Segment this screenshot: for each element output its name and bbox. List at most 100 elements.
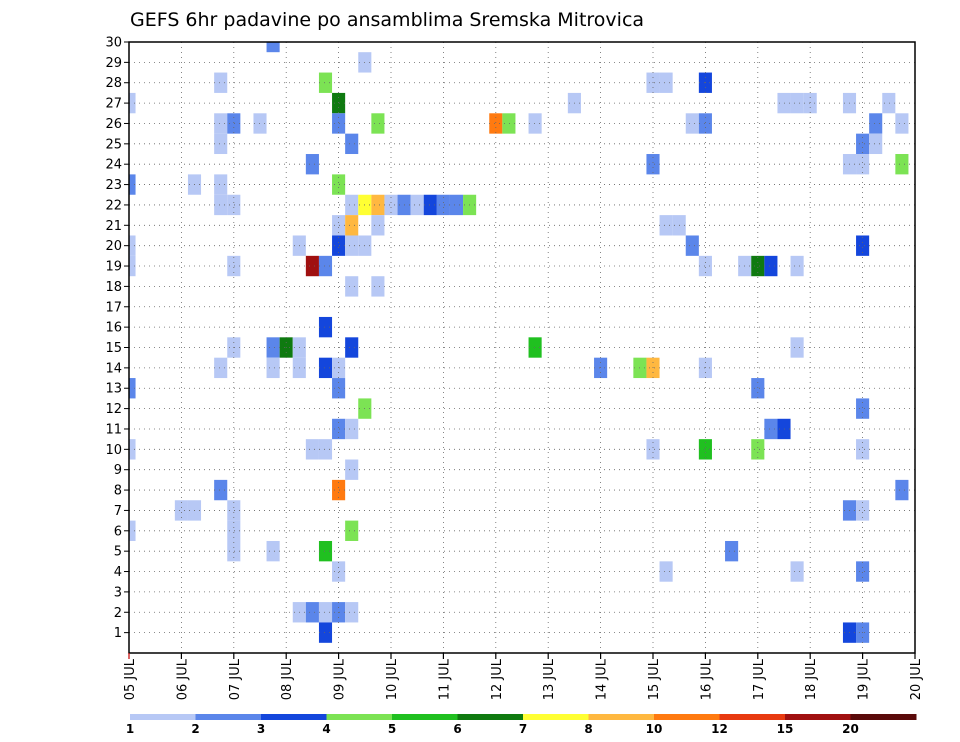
x-tick-label: 08 JUL bbox=[280, 658, 295, 700]
heatmap-cell bbox=[751, 439, 765, 460]
heatmap-cell bbox=[685, 235, 699, 256]
heatmap-cell bbox=[227, 500, 241, 521]
heatmap-cell bbox=[332, 92, 346, 114]
heatmap-cell bbox=[698, 439, 712, 460]
heatmap-cell bbox=[332, 479, 346, 501]
heatmap-cell bbox=[332, 561, 346, 582]
heatmap-cell bbox=[129, 255, 136, 277]
x-tick-label: 17 JUL bbox=[752, 658, 767, 700]
heatmap-cell bbox=[869, 113, 883, 134]
colorbar-swatch bbox=[457, 714, 524, 720]
heatmap-cells bbox=[129, 42, 909, 643]
heatmap-cell bbox=[214, 357, 228, 379]
colorbar-legend: 1 2 3 4 5 6 7 8 10 12 15 20 bbox=[126, 714, 917, 736]
heatmap-cell bbox=[332, 235, 346, 256]
heatmap-cell bbox=[227, 520, 241, 541]
heatmap-cell bbox=[659, 72, 673, 93]
heatmap-cell bbox=[436, 194, 450, 216]
y-tick-label: 24 bbox=[105, 158, 122, 173]
colorbar-swatch bbox=[588, 714, 655, 720]
heatmap-cell bbox=[129, 235, 136, 256]
heatmap-cell bbox=[882, 92, 896, 114]
heatmap-cell bbox=[345, 133, 359, 155]
y-tick-label: 5 bbox=[114, 545, 122, 560]
heatmap-cell bbox=[345, 215, 359, 236]
y-tick-label: 14 bbox=[105, 361, 122, 376]
y-tick-label: 26 bbox=[105, 117, 122, 132]
chart-title: GEFS 6hr padavine po ansamblima Sremska … bbox=[130, 9, 644, 31]
heatmap-cell bbox=[371, 194, 385, 216]
y-tick-label: 16 bbox=[105, 321, 122, 336]
colorbar-tick-label: 6 bbox=[453, 722, 461, 736]
heatmap-cell bbox=[129, 520, 136, 541]
heatmap-cell bbox=[318, 316, 333, 338]
heatmap-cell bbox=[266, 357, 280, 379]
heatmap-cell bbox=[227, 255, 241, 277]
heatmap-cell bbox=[214, 72, 228, 93]
heatmap-cell bbox=[423, 194, 437, 216]
y-tick-label: 11 bbox=[105, 422, 122, 437]
heatmap-cell bbox=[129, 378, 136, 399]
heatmap-cell bbox=[174, 500, 188, 521]
x-tick-label: 09 JUL bbox=[333, 658, 348, 700]
y-tick-label: 12 bbox=[105, 402, 122, 417]
heatmap-cell bbox=[345, 520, 359, 541]
heatmap-cell bbox=[646, 154, 660, 175]
heatmap-cell bbox=[227, 194, 241, 216]
y-tick-label: 10 bbox=[105, 443, 122, 458]
heatmap-cell bbox=[345, 418, 359, 440]
heatmap-cell bbox=[129, 92, 136, 114]
heatmap-cell bbox=[869, 133, 883, 155]
heatmap-cell bbox=[895, 154, 909, 175]
heatmap-cell bbox=[214, 174, 228, 195]
x-tick-label: 12 JUL bbox=[490, 658, 505, 700]
heatmap-cell bbox=[345, 194, 359, 216]
heatmap-cell bbox=[214, 479, 228, 501]
heatmap-cell bbox=[345, 276, 359, 297]
colorbar-tick-label: 10 bbox=[646, 722, 663, 736]
y-tick-label: 4 bbox=[114, 565, 122, 580]
heatmap-cell bbox=[895, 479, 909, 501]
heatmap-cell bbox=[764, 255, 778, 277]
x-tick-label: 05 JUL bbox=[123, 658, 138, 700]
heatmap-cell bbox=[266, 42, 280, 53]
heatmap-cell bbox=[371, 215, 385, 236]
heatmap-cell bbox=[318, 622, 333, 643]
heatmap-cell bbox=[129, 439, 136, 460]
x-tick-label: 07 JUL bbox=[228, 658, 243, 700]
heatmap-cell bbox=[227, 113, 241, 134]
heatmap-cell bbox=[449, 194, 464, 216]
colorbar-swatch bbox=[261, 714, 327, 720]
heatmap-cell bbox=[895, 113, 909, 134]
heatmap-cell bbox=[214, 133, 228, 155]
y-tick-label: 17 bbox=[105, 300, 122, 315]
colorbar-tick-label: 4 bbox=[322, 722, 330, 736]
y-tick-label: 18 bbox=[105, 280, 122, 295]
grid-lines bbox=[129, 42, 915, 653]
heatmap-cell bbox=[305, 154, 319, 175]
heatmap-cell bbox=[371, 276, 385, 297]
y-tick-label: 29 bbox=[105, 56, 122, 71]
heatmap-cell bbox=[318, 357, 333, 379]
heatmap-cell bbox=[129, 174, 136, 195]
y-tick-label: 1 bbox=[114, 626, 122, 641]
heatmap-cell bbox=[305, 255, 319, 277]
heatmap-cell bbox=[266, 540, 280, 562]
colorbar-tick-label: 7 bbox=[519, 722, 527, 736]
colorbar-tick-label: 20 bbox=[842, 722, 859, 736]
y-tick-label: 9 bbox=[114, 463, 122, 478]
heatmap-cell bbox=[790, 561, 804, 582]
heatmap-cell bbox=[489, 113, 503, 134]
colorbar-swatch bbox=[130, 714, 196, 720]
x-tick-label: 13 JUL bbox=[542, 658, 557, 700]
y-tick-label: 19 bbox=[105, 260, 122, 275]
heatmap-cell bbox=[214, 113, 228, 134]
colorbar-swatch bbox=[195, 714, 262, 720]
y-tick-label: 3 bbox=[114, 585, 122, 600]
heatmap-cell bbox=[856, 133, 870, 155]
colorbar-swatch bbox=[654, 714, 720, 720]
colorbar-swatch bbox=[326, 714, 393, 720]
colorbar-tick-label: 3 bbox=[257, 722, 265, 736]
colorbar-swatch bbox=[392, 714, 458, 720]
